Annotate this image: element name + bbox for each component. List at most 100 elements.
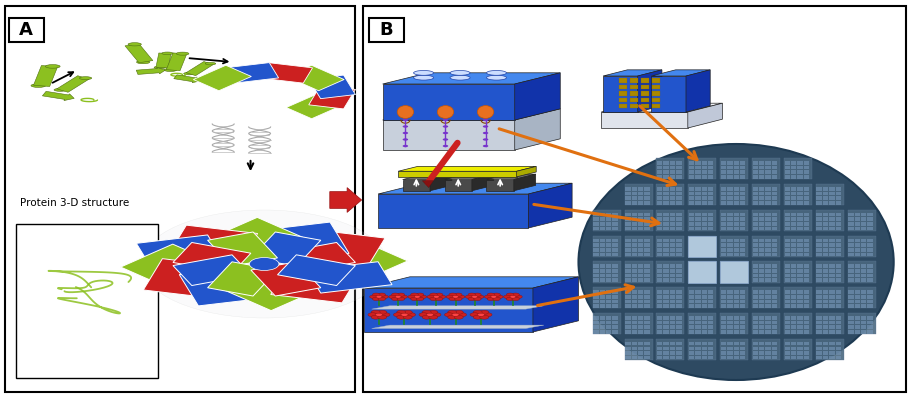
Circle shape: [449, 293, 456, 296]
Ellipse shape: [486, 75, 507, 80]
Bar: [708, 356, 713, 360]
Circle shape: [415, 296, 420, 298]
Bar: [765, 346, 771, 350]
Polygon shape: [514, 174, 536, 191]
Bar: [593, 325, 599, 329]
Bar: [695, 192, 701, 195]
Bar: [816, 201, 822, 204]
Bar: [625, 313, 652, 334]
Bar: [638, 264, 643, 268]
Bar: [727, 278, 732, 282]
Circle shape: [427, 295, 435, 298]
Bar: [606, 295, 611, 298]
Bar: [797, 227, 803, 230]
Bar: [701, 278, 707, 282]
Polygon shape: [225, 63, 279, 83]
Polygon shape: [174, 75, 200, 83]
Circle shape: [468, 297, 476, 300]
Polygon shape: [179, 268, 251, 306]
Bar: [740, 278, 745, 282]
Bar: [733, 239, 739, 242]
Bar: [599, 274, 605, 277]
Bar: [752, 170, 758, 174]
Bar: [708, 304, 713, 308]
Bar: [625, 346, 630, 350]
Bar: [791, 175, 796, 179]
Bar: [867, 222, 873, 226]
Bar: [701, 166, 707, 170]
Bar: [606, 304, 611, 308]
Bar: [855, 213, 860, 216]
Bar: [797, 300, 803, 303]
Bar: [740, 269, 745, 273]
Bar: [861, 218, 866, 221]
Bar: [804, 213, 809, 216]
Bar: [759, 170, 764, 174]
Bar: [663, 346, 669, 350]
Bar: [657, 192, 662, 195]
Bar: [599, 295, 605, 298]
Bar: [855, 290, 860, 294]
Bar: [867, 264, 873, 268]
Bar: [721, 227, 726, 230]
Bar: [657, 351, 662, 355]
Bar: [631, 248, 637, 252]
Bar: [733, 274, 739, 277]
Bar: [765, 161, 771, 165]
Bar: [612, 278, 618, 282]
Bar: [708, 222, 713, 226]
Bar: [848, 227, 854, 230]
Bar: [708, 316, 713, 320]
Bar: [861, 316, 866, 320]
Bar: [689, 236, 716, 257]
Bar: [625, 287, 652, 308]
Circle shape: [141, 210, 387, 318]
Bar: [695, 161, 701, 165]
Polygon shape: [143, 259, 215, 296]
Bar: [695, 264, 701, 268]
Bar: [784, 300, 790, 303]
Bar: [797, 290, 803, 294]
Bar: [676, 196, 681, 200]
Bar: [695, 201, 701, 204]
Bar: [631, 269, 637, 273]
Bar: [765, 187, 771, 191]
Bar: [657, 321, 662, 324]
Polygon shape: [378, 183, 572, 194]
Bar: [797, 196, 803, 200]
Bar: [701, 356, 707, 360]
Bar: [701, 248, 707, 252]
Bar: [701, 239, 707, 242]
Bar: [670, 239, 675, 242]
Bar: [784, 227, 790, 230]
Bar: [740, 274, 745, 277]
Bar: [752, 304, 758, 308]
Bar: [606, 222, 611, 226]
Bar: [829, 274, 834, 277]
Bar: [765, 248, 771, 252]
Bar: [733, 187, 739, 191]
Bar: [752, 269, 758, 273]
Bar: [727, 342, 732, 346]
Bar: [797, 342, 803, 346]
Circle shape: [443, 145, 448, 147]
Bar: [727, 227, 732, 230]
Bar: [708, 243, 713, 247]
Circle shape: [457, 295, 465, 298]
Bar: [593, 304, 599, 308]
Bar: [797, 175, 803, 179]
Bar: [689, 269, 694, 273]
Bar: [733, 192, 739, 195]
Bar: [670, 295, 675, 298]
Bar: [657, 227, 662, 230]
Polygon shape: [278, 255, 355, 286]
Bar: [638, 304, 643, 308]
Bar: [630, 78, 638, 83]
Circle shape: [378, 310, 387, 314]
Bar: [612, 218, 618, 221]
Bar: [644, 264, 650, 268]
Circle shape: [432, 313, 441, 317]
Bar: [670, 175, 675, 179]
Bar: [721, 175, 726, 179]
Bar: [740, 170, 745, 174]
